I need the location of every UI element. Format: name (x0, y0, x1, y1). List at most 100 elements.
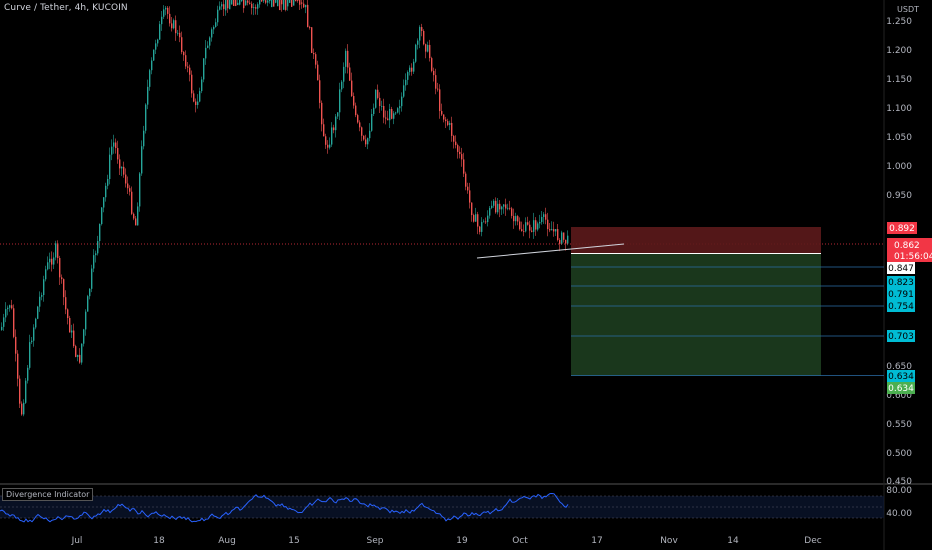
stop-price-tag[interactable]: 0.892 (887, 222, 917, 234)
candle-body (113, 142, 115, 147)
candle-body (143, 130, 145, 147)
time-tick: Aug (218, 536, 236, 546)
candle-body (131, 191, 133, 214)
time-tick: 17 (591, 536, 602, 546)
indicator-title[interactable]: Divergence Indicator (2, 488, 94, 501)
candle-body (169, 13, 171, 24)
candle-body (443, 114, 445, 120)
current-price-tag[interactable]: 0.862 01:56:04 (887, 238, 932, 262)
candle-body (555, 229, 557, 232)
symbol-title[interactable]: Curve / Tether, 4h, KUCOIN (4, 3, 128, 13)
candle-body (161, 16, 163, 25)
candle-body (151, 60, 153, 71)
indicator-pane[interactable]: 80.00 40.00 (0, 486, 912, 523)
candle-body (187, 66, 189, 68)
candle-body (71, 330, 73, 333)
candle-body (27, 367, 29, 381)
candle-body (469, 190, 471, 203)
candle-body (103, 197, 105, 208)
tp-tag-2[interactable]: 0.791 (887, 288, 915, 300)
candle-body (137, 206, 139, 226)
candle-body (221, 4, 223, 7)
candle-body (207, 45, 209, 48)
tp-tag-5[interactable]: 0.634 (887, 370, 915, 382)
candle-body (477, 214, 479, 227)
target-price-tag[interactable]: 0.634 (887, 382, 915, 394)
candle-body (413, 61, 415, 72)
stop-loss-zone[interactable] (571, 227, 821, 253)
price-axis[interactable]: 1.250 1.200 1.150 1.100 1.050 1.000 0.95… (886, 17, 912, 487)
candle-body (213, 26, 215, 30)
take-profit-zone[interactable] (571, 254, 821, 376)
candle-body (451, 122, 453, 136)
candle-body (513, 215, 515, 222)
candle-body (381, 105, 383, 107)
candle-body (61, 277, 63, 280)
candle-body (191, 74, 193, 94)
candle-body (289, 0, 291, 3)
candle-body (553, 229, 555, 232)
candle-body (519, 221, 521, 230)
candle-body (33, 327, 35, 341)
candle-body (537, 223, 539, 230)
candle-body (411, 67, 413, 72)
candle-body (361, 127, 363, 136)
candle-body (115, 142, 117, 149)
candle-body (459, 151, 461, 155)
candle-body (79, 354, 81, 363)
candle-body (167, 7, 169, 14)
candle-body (307, 4, 309, 28)
candle-body (445, 119, 447, 122)
candle-body (313, 52, 315, 55)
candle-body (97, 241, 99, 254)
candle-body (179, 32, 181, 38)
candle-body (373, 107, 375, 115)
time-tick: Oct (512, 536, 528, 546)
candle-body (49, 258, 51, 263)
candle-body (241, 0, 243, 2)
candle-body (253, 7, 255, 9)
candle-body (343, 66, 345, 82)
price-tick: 1.250 (886, 17, 912, 27)
candle-body (353, 96, 355, 106)
candle-body (231, 0, 233, 5)
candle-body (375, 89, 377, 108)
candle-body (533, 220, 535, 232)
svg-text:0.634: 0.634 (888, 372, 914, 382)
candle-body (259, 0, 261, 5)
candle-body (415, 44, 417, 62)
candle-body (147, 86, 149, 105)
candle-body (369, 130, 371, 139)
candle-body (275, 0, 277, 3)
time-tick: Sep (367, 536, 384, 546)
candle-body (181, 37, 183, 53)
candle-body (177, 32, 179, 34)
candle-body (227, 0, 229, 9)
indicator-level: 40.00 (886, 509, 912, 519)
entry-price-tag[interactable]: 0.847 (887, 262, 915, 274)
candle-body (401, 96, 403, 107)
candle-body (107, 179, 109, 186)
candle-body (281, 0, 283, 5)
candle-body (341, 81, 343, 90)
tp-tag-3[interactable]: 0.754 (887, 300, 915, 312)
candle-body (377, 89, 379, 98)
candle-body (215, 22, 217, 27)
candle-body (441, 111, 443, 115)
candle-body (449, 122, 451, 125)
candle-body (557, 229, 559, 240)
candle-body (339, 89, 341, 113)
candle-body (399, 106, 401, 109)
candle-body (201, 79, 203, 92)
candle-body (475, 214, 477, 222)
tp-tag-4[interactable]: 0.703 (887, 330, 915, 342)
tp-tag-1[interactable]: 0.823 (887, 276, 915, 288)
candle-body (435, 75, 437, 89)
candle-body (505, 204, 507, 209)
candle-body (75, 346, 77, 357)
time-axis[interactable]: Jul 18 Aug 15 Sep 19 Oct 17 Nov 14 Dec (71, 536, 822, 546)
candle-body (545, 214, 547, 220)
candle-body (419, 27, 421, 41)
trendline[interactable] (476, 243, 625, 259)
